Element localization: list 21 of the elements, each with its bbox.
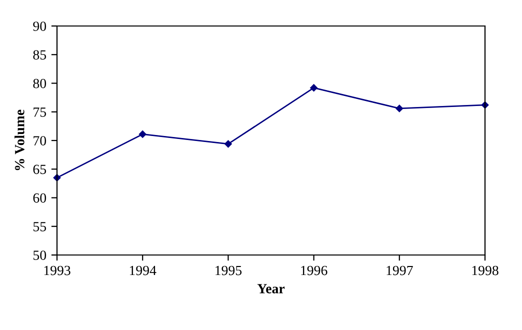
y-tick-label: 60 [33, 193, 46, 203]
x-tick-label: 1993 [44, 266, 70, 276]
y-axis-title: % Volume [14, 110, 24, 170]
y-tick-label: 65 [33, 164, 46, 174]
point [396, 104, 404, 112]
x-tick-label: 1994 [130, 266, 156, 276]
y-tick-label: 90 [33, 22, 46, 31]
x-axis-title: Year [257, 284, 285, 294]
y-tick-label: 80 [33, 78, 46, 88]
y-tick-label: 85 [33, 50, 46, 60]
x-tick-label: 1995 [216, 266, 242, 276]
y-tick-label: 75 [34, 108, 46, 117]
point [138, 130, 146, 138]
x-tick-label: 1996 [301, 266, 328, 276]
x-tick-label: 1997 [386, 266, 413, 276]
y-tick-label: 70 [34, 136, 46, 146]
point [310, 84, 318, 92]
x-tick-label: 1998 [472, 266, 498, 276]
point [224, 140, 232, 148]
y-tick-label: 55 [34, 222, 46, 232]
y-tick-label: 50 [34, 250, 46, 260]
